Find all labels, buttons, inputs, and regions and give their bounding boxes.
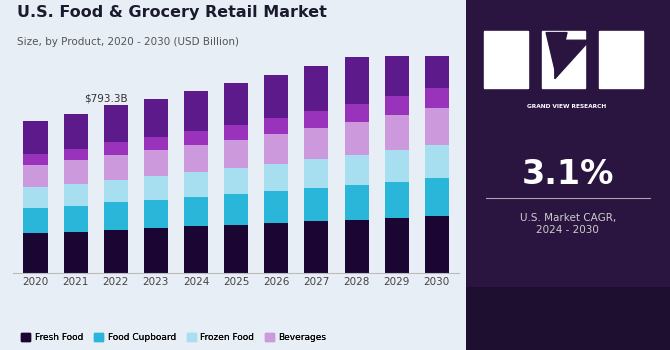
Bar: [184, 197, 208, 226]
Bar: [484, 31, 528, 88]
Bar: [304, 66, 328, 111]
Bar: [304, 128, 328, 159]
Bar: [344, 104, 368, 122]
Bar: [64, 184, 88, 206]
Bar: [104, 142, 128, 155]
Bar: [425, 145, 449, 178]
Bar: [23, 233, 48, 273]
Bar: [224, 125, 248, 140]
Bar: [64, 114, 88, 149]
Bar: [64, 149, 88, 160]
Bar: [304, 159, 328, 188]
Text: 3.1%: 3.1%: [522, 159, 614, 191]
Bar: [264, 134, 288, 164]
Bar: [144, 136, 168, 150]
Bar: [23, 187, 48, 208]
Bar: [64, 206, 88, 232]
Bar: [224, 194, 248, 225]
Bar: [23, 121, 48, 154]
Bar: [184, 172, 208, 197]
Bar: [425, 108, 449, 145]
Bar: [344, 219, 368, 273]
Bar: [385, 96, 409, 115]
Bar: [344, 122, 368, 155]
Bar: [224, 83, 248, 125]
Bar: [104, 202, 128, 230]
Bar: [385, 115, 409, 150]
Bar: [144, 150, 168, 176]
Bar: [344, 57, 368, 104]
Bar: [344, 185, 368, 219]
Text: $793.3B: $793.3B: [84, 93, 127, 103]
Bar: [224, 140, 248, 168]
Bar: [264, 118, 288, 134]
Bar: [344, 155, 368, 185]
Text: GRAND VIEW RESEARCH: GRAND VIEW RESEARCH: [527, 104, 606, 109]
Bar: [23, 164, 48, 187]
Bar: [64, 232, 88, 273]
Bar: [184, 145, 208, 172]
Bar: [385, 47, 409, 96]
Bar: [104, 230, 128, 273]
Bar: [304, 111, 328, 128]
Bar: [385, 182, 409, 218]
Bar: [385, 150, 409, 182]
Bar: [264, 191, 288, 223]
Bar: [104, 155, 128, 180]
Polygon shape: [546, 33, 567, 77]
Text: Source:
www.grandviewresearch.com: Source: www.grandviewresearch.com: [482, 323, 585, 336]
Bar: [144, 199, 168, 228]
Bar: [184, 131, 208, 145]
Bar: [184, 226, 208, 273]
Bar: [23, 154, 48, 164]
Legend: Fresh Food, Food Cupboard, Frozen Food, Beverages: Fresh Food, Food Cupboard, Frozen Food, …: [21, 333, 326, 342]
Bar: [144, 228, 168, 273]
Bar: [425, 88, 449, 108]
Bar: [104, 105, 128, 142]
Bar: [104, 180, 128, 202]
Text: U.S. Food & Grocery Retail Market: U.S. Food & Grocery Retail Market: [17, 5, 327, 20]
Bar: [264, 164, 288, 191]
Bar: [599, 31, 643, 88]
Polygon shape: [555, 40, 590, 79]
Bar: [144, 176, 168, 199]
Bar: [23, 208, 48, 233]
Text: Size, by Product, 2020 - 2030 (USD Billion): Size, by Product, 2020 - 2030 (USD Billi…: [17, 37, 239, 47]
Bar: [144, 99, 168, 136]
Bar: [224, 225, 248, 273]
Bar: [425, 37, 449, 88]
Bar: [542, 31, 586, 88]
Bar: [184, 91, 208, 131]
Bar: [304, 221, 328, 273]
Text: U.S. Market CAGR,
2024 - 2030: U.S. Market CAGR, 2024 - 2030: [520, 213, 616, 235]
Bar: [264, 75, 288, 118]
Bar: [425, 178, 449, 216]
Bar: [385, 218, 409, 273]
Bar: [64, 160, 88, 184]
Bar: [304, 188, 328, 221]
Bar: [264, 223, 288, 273]
Bar: [224, 168, 248, 194]
Bar: [425, 216, 449, 273]
